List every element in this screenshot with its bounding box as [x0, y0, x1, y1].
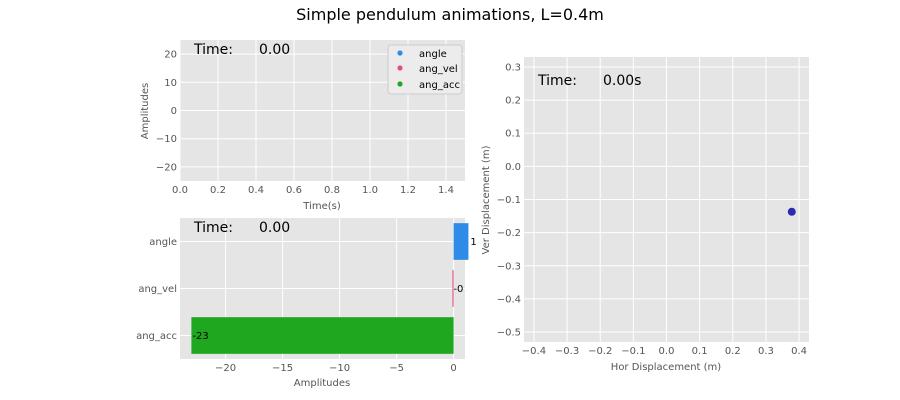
pendulum-grid [524, 57, 809, 342]
time-series-time-label: Time: [193, 42, 233, 58]
time-series-xtick-label: 1.4 [438, 185, 454, 196]
bar-category-label: ang_acc [136, 331, 177, 342]
time-series-xtick-label: 0.8 [324, 185, 340, 196]
pendulum-xtick-label: −0.4 [522, 346, 546, 357]
pendulum-time-label: Time: [537, 73, 577, 89]
time-series-ytick-label: −20 [156, 162, 177, 173]
time-series-ytick-label: 10 [164, 78, 177, 89]
time-series-ytick-label: −10 [156, 134, 177, 145]
pendulum-xtick-label: 0.4 [791, 346, 807, 357]
time-series-xtick-label: 1.0 [362, 185, 378, 196]
pendulum-ytick-label: −0.1 [497, 195, 521, 206]
pendulum-time-value: 0.00s [603, 73, 641, 89]
bar-panel: 1 -0 -23 −20 −15 −10 −5 0 angle ang_vel ang_acc A… [136, 218, 477, 389]
pendulum-ytick-label: −0.3 [497, 261, 521, 272]
pendulum-ytick-label: −0.2 [497, 228, 521, 239]
legend-entry-ang-vel: ang_vel [419, 64, 458, 75]
time-series-ytick-label: 0 [171, 106, 177, 117]
pendulum-ytick-label: 0.0 [505, 162, 521, 173]
bar-xtick-label: −10 [329, 363, 350, 374]
legend-entry-angle: angle [419, 49, 447, 60]
pendulum-xtick-label: 0.2 [725, 346, 741, 357]
time-series-ytick-label: 20 [164, 50, 177, 61]
bar-ang_acc [191, 317, 454, 354]
time-series-panel: 0.0 0.2 0.4 0.6 0.8 1.0 1.2 1.4 20 10 0 −10 −20 Time… [140, 40, 465, 212]
bar-time-value: 0.00 [259, 220, 290, 236]
pendulum-xtick-label: 0.3 [758, 346, 774, 357]
time-series-time-value: 0.00 [259, 42, 290, 58]
bar-category-label: angle [149, 237, 177, 248]
pendulum-bob [787, 207, 796, 216]
pendulum-ylabel: Ver Displacement (m) [481, 145, 492, 254]
time-series-xtick-label: 0.6 [286, 185, 302, 196]
time-series-xtick-label: 0.0 [172, 185, 188, 196]
bar-angle [453, 223, 469, 260]
pendulum-xtick-label: −0.3 [555, 346, 579, 357]
legend: angle ang_vel ang_acc [387, 44, 463, 95]
bar-xtick-label: −20 [215, 363, 236, 374]
time-series-xtick-label: 0.4 [248, 185, 264, 196]
legend-marker-ang-vel [397, 65, 403, 71]
pendulum-points [787, 207, 796, 216]
time-series-ticks: 0.0 0.2 0.4 0.6 0.8 1.0 1.2 1.4 20 10 0 −10 −20 [156, 50, 454, 196]
pendulum-ytick-label: −0.4 [497, 294, 521, 305]
time-series-xtick-label: 1.2 [400, 185, 416, 196]
bar-xlabel: Amplitudes [294, 378, 350, 389]
bar-bars: 1 -0 -23 [191, 223, 477, 354]
bar-value-label: -0 [453, 284, 463, 295]
legend-box [387, 44, 463, 95]
pendulum-ytick-label: 0.1 [505, 129, 521, 140]
bar-value-label: -23 [192, 331, 208, 342]
time-series-ylabel: Amplitudes [140, 83, 151, 139]
time-series-xtick-label: 0.2 [210, 185, 226, 196]
legend-marker-angle [397, 50, 403, 56]
bar-xtick-label: −5 [389, 363, 404, 374]
pendulum-xtick-label: −0.2 [588, 346, 612, 357]
bar-xtick-label: 0 [450, 363, 456, 374]
bar-ang_vel [452, 270, 454, 307]
legend-entry-ang-acc: ang_acc [419, 80, 460, 91]
pendulum-ytick-label: −0.5 [497, 328, 521, 339]
pendulum-ticks: −0.4 −0.3 −0.2 −0.1 0.0 0.1 0.2 0.3 0.4 0.3 0.2 0.1… [497, 62, 807, 357]
pendulum-panel: −0.4 −0.3 −0.2 −0.1 0.0 0.1 0.2 0.3 0.4 0.3 0.2 0.1… [481, 57, 809, 373]
bar-xtick-label: −15 [272, 363, 293, 374]
bar-value-label: 1 [470, 237, 476, 248]
pendulum-xtick-label: 0.1 [692, 346, 708, 357]
bar-category-label: ang_vel [138, 284, 177, 295]
pendulum-xtick-label: 0.0 [659, 346, 675, 357]
legend-marker-ang-acc [397, 81, 403, 87]
time-series-xlabel: Time(s) [302, 201, 341, 212]
bar-ticks: −20 −15 −10 −5 0 angle ang_vel ang_acc [136, 237, 457, 374]
bar-time-label: Time: [193, 220, 233, 236]
figure-title: Simple pendulum animations, L=0.4m [296, 5, 604, 24]
pendulum-xtick-label: −0.1 [621, 346, 645, 357]
pendulum-ytick-label: 0.2 [505, 96, 521, 107]
pendulum-ytick-label: 0.3 [505, 62, 521, 73]
pendulum-xlabel: Hor Displacement (m) [611, 362, 721, 373]
